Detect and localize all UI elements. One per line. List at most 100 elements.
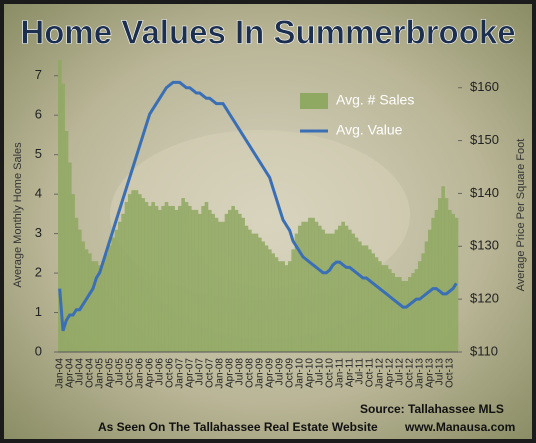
sales-bar — [414, 269, 419, 352]
footnote: As Seen On The Tallahassee Real Estate W… — [98, 420, 378, 434]
x-tick-label: Apr-07 — [184, 358, 195, 388]
sales-bar — [291, 249, 295, 352]
sales-bar — [404, 280, 409, 352]
x-tick-label: Jan-12 — [374, 358, 385, 389]
x-tick-label: Jan-11 — [334, 358, 345, 388]
x-tick-label: Jul-07 — [194, 358, 205, 386]
sales-bar — [298, 225, 302, 352]
y2-tick-label: $140 — [470, 185, 499, 200]
y-tick-label: 7 — [35, 67, 42, 82]
x-tick-label: Apr-12 — [384, 358, 395, 388]
sales-bar — [128, 194, 132, 352]
website: www.Manausa.com — [404, 420, 515, 434]
sales-bar — [278, 261, 282, 352]
sales-bar — [118, 221, 122, 352]
sales-bar — [388, 269, 392, 352]
x-tick-label: Oct-12 — [404, 358, 415, 388]
sales-bar — [134, 190, 139, 352]
sales-bar — [451, 213, 455, 352]
sales-bar — [304, 221, 309, 352]
sales-bar — [184, 202, 189, 352]
sales-bar — [384, 265, 389, 352]
sales-bar — [248, 229, 252, 352]
sales-bar — [364, 245, 369, 352]
sales-bar — [218, 221, 222, 352]
sales-bar — [114, 229, 119, 352]
x-tick-label: Jul-04 — [74, 358, 85, 386]
sales-bar — [361, 245, 365, 352]
sales-bar — [191, 209, 195, 352]
sales-bar — [108, 245, 112, 352]
y2-tick-label: $150 — [470, 132, 499, 147]
sales-bar — [181, 198, 185, 352]
sales-bar — [418, 261, 422, 352]
sales-bar — [211, 213, 215, 352]
x-tick-label: Jan-08 — [214, 358, 225, 389]
sales-bar — [264, 245, 269, 352]
y-axis-label: Average Monthly Home Sales — [12, 142, 24, 288]
y2-axis-label: Average Price Per Square Foot — [515, 139, 527, 292]
sales-bar — [224, 213, 229, 352]
sales-bar — [198, 213, 202, 352]
y-tick-label: 3 — [35, 225, 42, 240]
x-tick-label: Oct-05 — [124, 358, 135, 388]
sales-bar — [328, 233, 332, 352]
sales-bar — [188, 205, 192, 352]
x-tick-label: Oct-08 — [244, 358, 255, 388]
sales-bar — [138, 194, 142, 352]
x-tick-label: Jan-04 — [54, 358, 65, 389]
sales-bar — [434, 209, 439, 352]
sales-bar — [258, 237, 262, 352]
value-line — [58, 80, 458, 332]
sales-bar — [174, 209, 179, 352]
sales-bar — [424, 241, 429, 352]
sales-bar — [378, 261, 382, 352]
x-tick-label: Jan-13 — [414, 358, 425, 389]
x-tick-label: Jan-10 — [294, 358, 305, 389]
source-note: Source: Tallahassee MLS — [360, 402, 504, 416]
sales-bar — [311, 217, 315, 352]
sales-bar — [161, 205, 165, 352]
y-tick-label: 2 — [35, 265, 42, 280]
sales-bar — [228, 209, 232, 352]
sales-bar — [104, 253, 109, 352]
x-tick-label: Apr-06 — [144, 358, 155, 388]
x-tick-label: Oct-04 — [84, 358, 95, 388]
sales-bar — [168, 205, 172, 352]
sales-bar — [371, 253, 375, 352]
y-tick-label: 6 — [35, 107, 42, 122]
y2-tick-label: $110 — [470, 343, 498, 358]
sales-bar — [111, 237, 115, 352]
x-tick-label: Jan-05 — [94, 358, 105, 389]
sales-bar — [61, 83, 65, 353]
sales-bar — [94, 261, 99, 352]
sales-bar — [71, 194, 75, 352]
x-tick-label: Oct-10 — [324, 358, 335, 388]
sales-bar — [64, 130, 69, 352]
legend-swatch — [300, 93, 328, 109]
sales-bar — [74, 217, 79, 352]
sales-bar — [214, 217, 219, 352]
sales-bar — [441, 186, 445, 352]
sales-bar — [91, 261, 95, 352]
sales-bar — [131, 190, 135, 352]
y-tick-label: 0 — [35, 343, 42, 358]
sales-bar — [321, 229, 325, 352]
sales-bar — [244, 225, 249, 352]
sales-bar — [331, 233, 335, 352]
sales-bar — [308, 217, 312, 352]
x-tick-label: Apr-11 — [344, 358, 355, 388]
x-tick-label: Jul-11 — [354, 358, 365, 385]
sales-bar — [234, 209, 239, 352]
x-tick-label: Oct-09 — [284, 358, 295, 388]
sales-bar — [68, 162, 72, 352]
sales-bar — [121, 213, 125, 352]
sales-bar — [221, 221, 225, 352]
sales-bar — [241, 217, 245, 352]
sales-bar — [254, 233, 259, 352]
sales-bar — [101, 261, 105, 352]
sales-bar — [444, 198, 449, 352]
sales-bar — [334, 229, 339, 352]
x-tick-label: Jul-06 — [154, 358, 165, 386]
